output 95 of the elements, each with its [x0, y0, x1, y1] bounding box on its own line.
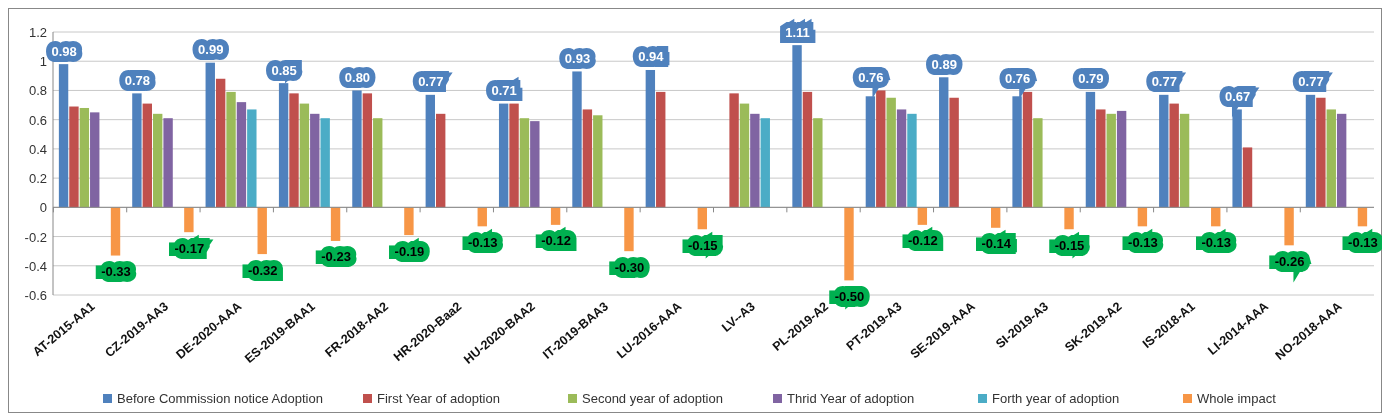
bar — [352, 90, 362, 208]
bar — [1096, 109, 1106, 208]
bar — [949, 97, 959, 208]
bar — [750, 113, 760, 208]
bar — [226, 91, 236, 208]
bar — [1232, 109, 1242, 208]
bar — [477, 207, 487, 227]
bar — [550, 207, 561, 225]
y-tick-label: -0.6 — [24, 288, 47, 303]
bar — [163, 118, 173, 208]
bar — [729, 93, 739, 208]
bar — [896, 109, 907, 208]
bar — [1242, 147, 1253, 208]
y-tick-label: 0.4 — [28, 141, 47, 157]
bar — [917, 207, 928, 225]
bar — [79, 107, 90, 208]
bar — [142, 103, 152, 208]
bar — [802, 91, 813, 208]
legend-label: Second year of adoption — [582, 391, 723, 406]
bar — [299, 103, 310, 208]
y-tick-label: 1 — [39, 54, 47, 70]
bar — [1169, 103, 1179, 208]
bar — [58, 64, 69, 208]
bar — [1211, 207, 1221, 227]
bar — [1085, 91, 1096, 208]
bar — [697, 207, 707, 230]
bar — [572, 71, 582, 208]
bar — [1012, 96, 1022, 208]
bar — [645, 69, 656, 208]
legend-label: Before Commission notice Adoption — [117, 391, 323, 406]
bar — [886, 97, 896, 208]
y-tick-label: 0 — [39, 200, 47, 216]
bar — [1179, 113, 1190, 208]
bar — [1022, 91, 1033, 208]
legend-label: Thrid Year of adoption — [787, 391, 915, 406]
bar — [425, 94, 435, 208]
bar — [1357, 207, 1368, 227]
y-tick-label: -0.4 — [24, 258, 47, 274]
bar — [69, 106, 79, 208]
bar — [1284, 207, 1294, 246]
bar — [362, 93, 373, 208]
bar — [1033, 118, 1043, 208]
bar — [289, 93, 299, 208]
bar — [1326, 109, 1336, 208]
bar — [132, 93, 142, 208]
bar — [939, 77, 949, 208]
bar — [278, 83, 289, 208]
y-tick-label: 0.8 — [28, 83, 47, 99]
bar — [865, 96, 876, 208]
y-tick-label: 1.2 — [28, 25, 47, 40]
bar — [498, 103, 509, 208]
bar — [1137, 207, 1148, 227]
bar — [320, 118, 330, 208]
bar — [624, 207, 634, 252]
bar — [991, 207, 1001, 228]
bar — [844, 207, 854, 281]
bar — [184, 207, 194, 233]
bar — [739, 103, 750, 208]
bar — [1336, 113, 1347, 208]
bar — [215, 78, 226, 208]
bar — [876, 90, 886, 208]
bar — [236, 102, 247, 208]
bar — [593, 115, 603, 208]
legend-label: First Year of adoption — [377, 391, 500, 406]
y-tick-label: 0.6 — [28, 112, 47, 128]
bar — [257, 207, 267, 255]
bar — [1106, 113, 1116, 208]
bar — [205, 62, 215, 208]
bar — [1064, 207, 1074, 230]
bar — [247, 109, 257, 208]
bar — [530, 121, 540, 208]
bar — [404, 207, 414, 236]
bar — [310, 113, 320, 208]
bar — [1305, 94, 1316, 208]
bar — [110, 207, 121, 256]
bar — [907, 113, 917, 208]
bar — [519, 118, 530, 208]
legend-label: Whole impact — [1197, 391, 1277, 406]
bar — [90, 112, 100, 208]
bar — [330, 207, 341, 241]
bar — [813, 118, 823, 208]
bar — [656, 91, 666, 208]
bar — [792, 45, 802, 208]
bar — [1116, 110, 1127, 208]
y-tick-label: -0.2 — [24, 229, 47, 245]
bar — [582, 109, 593, 208]
legend-label: Forth year of adoption — [992, 391, 1120, 406]
bar — [760, 118, 770, 208]
bar — [373, 118, 383, 208]
bar — [1159, 94, 1169, 208]
bar — [1316, 97, 1326, 208]
y-tick-label: 0.2 — [28, 171, 47, 187]
bar — [153, 113, 163, 208]
bar — [509, 103, 519, 208]
bar — [436, 113, 446, 208]
